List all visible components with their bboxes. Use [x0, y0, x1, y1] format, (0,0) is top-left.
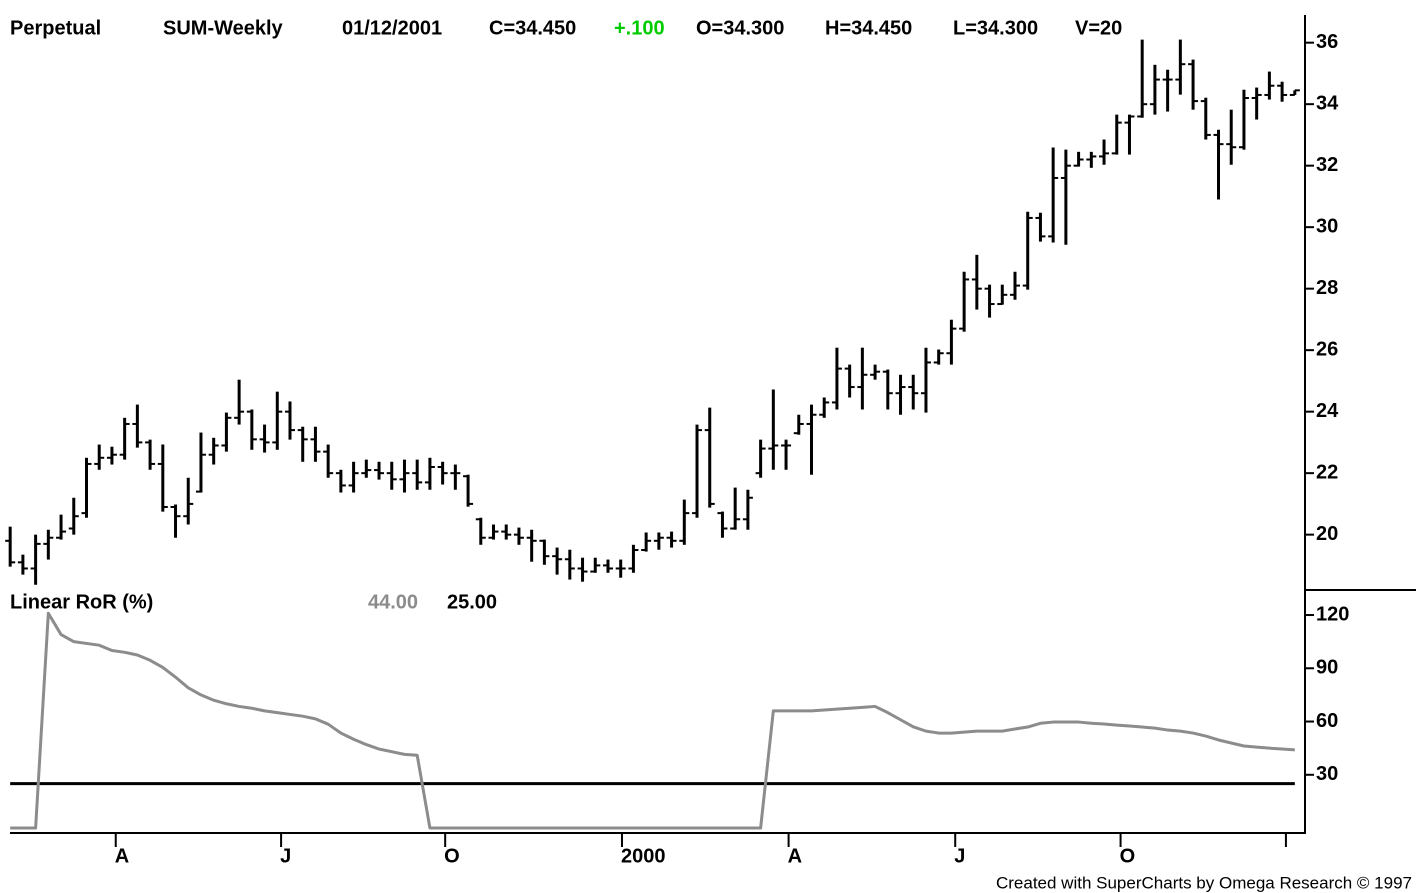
x-tick-label: O: [1120, 845, 1136, 867]
header-label: L=34.300: [953, 17, 1038, 39]
reference-label: 25.00: [447, 591, 497, 613]
y-tick-label: 30: [1316, 763, 1338, 785]
y-tick-label: 60: [1316, 710, 1338, 732]
footer: Created with SuperCharts by Omega Resear…: [996, 873, 1412, 892]
header-label: +.100: [614, 17, 665, 39]
x-tick-label: J: [280, 845, 291, 867]
x-tick-label: J: [954, 845, 965, 867]
header-label: V=20: [1075, 17, 1122, 39]
x-tick-label: 2000: [621, 845, 666, 867]
y-tick-label: 26: [1316, 338, 1338, 360]
x-tick-label: A: [115, 845, 129, 867]
header-label: O=34.300: [696, 17, 784, 39]
x-tick-label: O: [444, 845, 460, 867]
y-tick-label: 32: [1316, 154, 1338, 176]
y-tick-label: 20: [1316, 523, 1338, 545]
header-label: C=34.450: [489, 17, 576, 39]
indicator-line: [10, 611, 1295, 830]
y-tick-label: 24: [1316, 400, 1339, 422]
header-label: SUM-Weekly: [163, 17, 284, 39]
y-tick-label: 90: [1316, 657, 1338, 679]
x-tick-label: A: [788, 845, 802, 867]
chart-title: Perpetual: [10, 17, 101, 39]
y-tick-label: 34: [1316, 92, 1339, 114]
y-tick-label: 22: [1316, 461, 1338, 483]
header-label: 01/12/2001: [342, 17, 442, 39]
y-tick-label: 28: [1316, 277, 1338, 299]
header-label: H=34.450: [825, 17, 912, 39]
y-tick-label: 30: [1316, 215, 1338, 237]
y-tick-label: 36: [1316, 31, 1338, 53]
current-value-label: 44.00: [368, 591, 418, 613]
y-tick-label: 120: [1316, 603, 1349, 625]
chart-title: Linear RoR (%): [10, 591, 153, 613]
